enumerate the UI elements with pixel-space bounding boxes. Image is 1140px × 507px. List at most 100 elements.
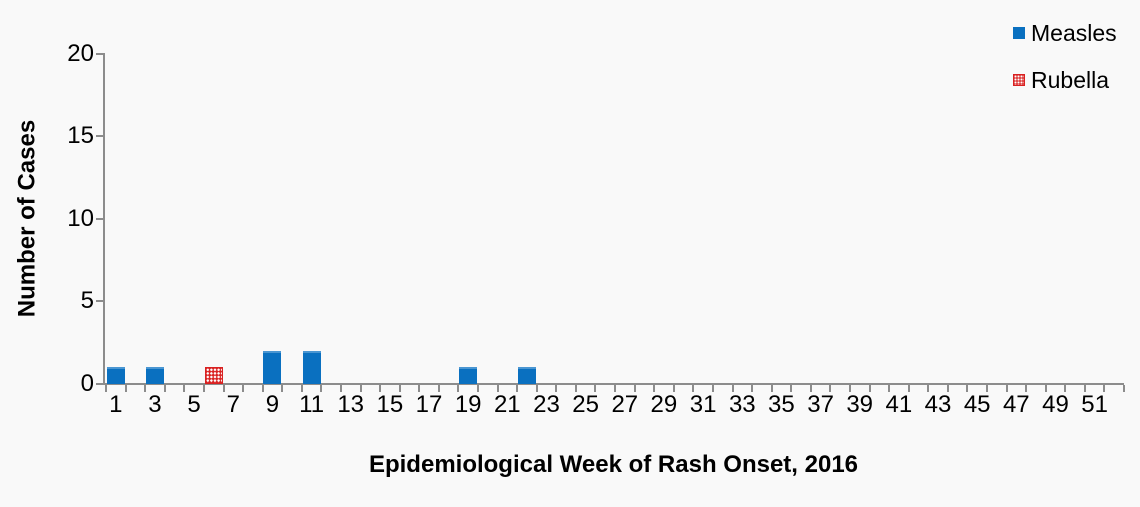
x-axis-tick-label: 47 — [1002, 391, 1030, 418]
y-axis-tick — [96, 217, 103, 220]
x-axis-tick-label: 29 — [650, 391, 678, 418]
bar-measles-week-11 — [302, 350, 321, 384]
y-axis-tick — [96, 135, 103, 138]
x-axis-tick — [672, 385, 675, 392]
x-axis-tick-label: 9 — [265, 391, 280, 418]
x-axis-tick-label: 49 — [1042, 391, 1069, 418]
x-axis-tick — [594, 385, 597, 392]
x-axis-tick-label: 5 — [187, 391, 201, 418]
x-axis-tick — [966, 385, 969, 392]
x-axis-tick — [809, 385, 812, 392]
x-axis-tick-label: 39 — [846, 391, 874, 418]
x-axis-tick — [692, 385, 695, 392]
x-axis-tick — [751, 385, 753, 392]
x-axis-tick — [202, 385, 205, 392]
x-axis-tick-label: 31 — [689, 391, 717, 418]
x-axis-tick — [633, 385, 636, 392]
x-axis-title: Epidemiological Week of Rash Onset, 2016 — [368, 451, 859, 478]
bar-rubella-week-6 — [204, 367, 223, 384]
x-axis-tick-label: 23 — [533, 391, 560, 418]
y-axis-tick-label: 0 — [80, 369, 94, 397]
x-axis-tick-label: 37 — [807, 391, 834, 418]
x-axis-tick — [946, 385, 949, 392]
x-axis-tick-label: 21 — [493, 391, 521, 418]
x-axis-tick-label: 3 — [148, 391, 162, 418]
x-axis-tick-label: 41 — [885, 391, 913, 418]
x-axis-tick — [535, 385, 538, 392]
x-axis-tick — [516, 385, 519, 392]
legend-label-rubella: Rubella — [1031, 67, 1109, 93]
x-axis-tick — [437, 385, 440, 392]
bar-measles-week-1 — [106, 367, 125, 384]
x-axis-tick — [829, 385, 832, 392]
legend-label-measles: Measles — [1031, 20, 1117, 46]
x-axis-tick — [868, 385, 871, 392]
x-axis-tick — [653, 385, 656, 392]
y-axis-tick — [96, 300, 103, 303]
x-axis-tick-label: 27 — [611, 391, 639, 418]
x-axis-tick — [242, 385, 244, 392]
x-axis-tick — [300, 385, 303, 392]
x-axis-tick — [731, 385, 734, 392]
rubella-swatch-icon — [1013, 74, 1025, 86]
x-axis-tick — [183, 385, 186, 392]
x-axis-tick — [359, 385, 362, 392]
bar-measles-week-3 — [145, 367, 164, 384]
x-axis-tick-label: 11 — [299, 391, 325, 418]
y-axis-line — [103, 53, 105, 385]
x-axis-tick — [888, 385, 891, 392]
legend-item-measles: Measles — [1013, 20, 1117, 46]
x-axis-tick — [986, 385, 988, 392]
x-axis-tick — [418, 385, 421, 392]
x-axis-tick-label: 13 — [337, 391, 365, 418]
x-axis-tick — [320, 385, 323, 392]
x-axis-line — [103, 383, 1124, 385]
x-axis-tick — [848, 385, 851, 392]
x-axis-tick — [1025, 385, 1028, 392]
x-axis-tick — [907, 385, 910, 392]
x-axis-tick — [457, 385, 460, 392]
bar-measles-week-9 — [263, 350, 282, 384]
x-axis-tick-label: 19 — [454, 391, 482, 418]
bar-measles-week-22 — [517, 367, 536, 384]
x-axis-tick — [711, 385, 714, 392]
x-axis-tick — [144, 385, 147, 392]
x-axis-tick-label: 17 — [415, 391, 443, 418]
x-axis-tick — [261, 385, 264, 392]
y-axis-tick — [96, 382, 103, 385]
x-axis-tick — [1083, 385, 1086, 392]
x-axis-tick — [770, 385, 773, 392]
x-axis-tick-label: 1 — [109, 391, 123, 418]
x-axis-tick — [339, 385, 342, 392]
y-axis-tick — [96, 53, 103, 55]
x-axis-tick-label: 35 — [768, 391, 795, 418]
x-axis-tick — [1103, 385, 1106, 392]
y-axis-tick-label: 15 — [67, 122, 94, 150]
x-axis-tick — [1005, 385, 1008, 392]
x-axis-tick — [1123, 385, 1125, 392]
y-axis-tick-label: 10 — [67, 204, 94, 232]
y-axis-tick-label: 5 — [80, 287, 94, 315]
x-axis-tick — [398, 385, 401, 392]
x-axis-tick — [477, 385, 479, 392]
x-axis-tick — [927, 385, 930, 392]
x-axis-tick — [555, 385, 558, 392]
x-axis-tick — [1064, 385, 1067, 392]
x-axis-tick — [281, 385, 284, 392]
x-axis-tick-label: 7 — [226, 391, 240, 418]
legend-item-rubella: Rubella — [1013, 67, 1109, 93]
y-axis-tick-label: 20 — [67, 40, 94, 67]
x-axis-tick-label: 43 — [924, 391, 952, 418]
x-axis-tick-label: 33 — [728, 391, 756, 418]
x-axis-tick-label: 45 — [963, 391, 991, 418]
bar-measles-week-19 — [459, 367, 478, 384]
x-axis-tick — [1044, 385, 1047, 392]
x-axis-tick — [790, 385, 793, 392]
x-axis-tick — [574, 385, 577, 392]
x-axis-tick — [614, 385, 616, 392]
x-axis-tick-label: 51 — [1081, 391, 1108, 418]
x-axis-tick — [163, 385, 166, 392]
x-axis-tick — [222, 385, 225, 392]
x-axis-tick-label: 25 — [572, 391, 599, 418]
